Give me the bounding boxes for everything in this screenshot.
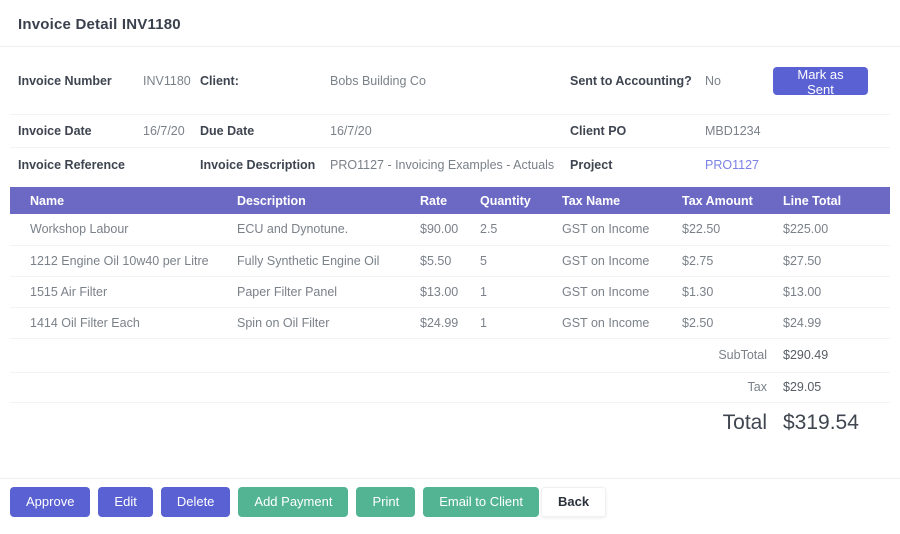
line-items-table: Name Description Rate Quantity Tax Name … — [10, 187, 890, 339]
total-row: Total $319.54 — [10, 403, 890, 443]
subtotal-label: SubTotal — [718, 348, 767, 362]
cell-description: Paper Filter Panel — [237, 284, 338, 299]
cell-name: 1212 Engine Oil 10w40 per Litre — [30, 253, 209, 268]
cell-rate: $5.50 — [420, 253, 452, 268]
project-label: Project — [570, 157, 613, 172]
due-date-label: Due Date — [200, 124, 255, 138]
cell-tax-amount: $2.50 — [682, 315, 714, 330]
total-value: $319.54 — [783, 410, 859, 434]
subtotal-value: $290.49 — [783, 348, 829, 362]
cell-description: Spin on Oil Filter — [237, 315, 330, 330]
mark-as-sent-button[interactable]: Mark as Sent — [773, 66, 868, 97]
cell-rate: $13.00 — [420, 284, 459, 299]
content: Invoice Number INV1180 Client: Bobs Buil… — [10, 47, 890, 443]
tax-row: Tax $29.05 — [10, 373, 890, 403]
footer-divider — [0, 477, 900, 479]
delete-button[interactable]: Delete — [160, 486, 231, 517]
table-header-row: Name Description Rate Quantity Tax Name … — [10, 187, 890, 214]
invoice-reference-label: Invoice Reference — [18, 157, 125, 172]
sent-to-accounting-value: No — [705, 73, 721, 88]
cell-quantity: 5 — [480, 253, 487, 268]
cell-tax-amount: $1.30 — [682, 284, 714, 299]
cell-description: Fully Synthetic Engine Oil — [237, 253, 380, 268]
client-po-label: Client PO — [570, 124, 627, 138]
cell-tax-amount: $22.50 — [682, 222, 721, 237]
info-row-3: Invoice Reference Invoice Description PR… — [10, 148, 890, 181]
table-row: 1212 Engine Oil 10w40 per Litre Fully Sy… — [10, 245, 890, 276]
total-label: Total — [722, 410, 767, 434]
client-po-value: MBD1234 — [705, 124, 761, 138]
cell-rate: $24.99 — [420, 315, 459, 330]
cell-name: 1515 Air Filter — [30, 284, 108, 299]
client-label: Client: — [200, 73, 239, 88]
cell-quantity: 1 — [480, 284, 487, 299]
invoice-number-value: INV1180 — [143, 73, 191, 88]
project-link[interactable]: PRO1127 — [705, 157, 759, 172]
column-header-line-total: Line Total — [783, 193, 842, 208]
due-date-value: 16/7/20 — [330, 124, 372, 138]
table-row: 1414 Oil Filter Each Spin on Oil Filter … — [10, 307, 890, 338]
cell-description: ECU and Dynotune. — [237, 222, 349, 237]
tax-value: $29.05 — [783, 380, 822, 394]
cell-rate: $90.00 — [420, 222, 459, 237]
add-payment-button[interactable]: Add Payment — [238, 486, 349, 517]
cell-tax-amount: $2.75 — [682, 253, 714, 268]
cell-line-total: $24.99 — [783, 315, 822, 330]
column-header-quantity: Quantity — [480, 193, 531, 208]
table-row: 1515 Air Filter Paper Filter Panel $13.0… — [10, 276, 890, 307]
cell-quantity: 1 — [480, 315, 487, 330]
cell-tax-name: GST on Income — [562, 253, 650, 268]
page-header: Invoice Detail INV1180 — [0, 0, 900, 47]
column-header-tax-name: Tax Name — [562, 193, 621, 208]
invoice-date-label: Invoice Date — [18, 124, 92, 138]
back-button[interactable]: Back — [541, 486, 607, 517]
cell-name: Workshop Labour — [30, 222, 129, 237]
invoice-description-value: PRO1127 - Invoicing Examples - Actuals — [330, 157, 555, 172]
client-value: Bobs Building Co — [330, 73, 426, 88]
info-row-2: Invoice Date 16/7/20 Due Date 16/7/20 Cl… — [10, 115, 890, 148]
cell-quantity: 2.5 — [480, 222, 498, 237]
cell-tax-name: GST on Income — [562, 222, 650, 237]
column-header-name: Name — [30, 193, 65, 208]
table-row: Workshop Labour ECU and Dynotune. $90.00… — [10, 214, 890, 245]
subtotal-row: SubTotal $290.49 — [10, 339, 890, 373]
invoice-date-value: 16/7/20 — [143, 124, 185, 138]
print-button[interactable]: Print — [356, 486, 416, 517]
invoice-number-label: Invoice Number — [18, 73, 112, 88]
cell-line-total: $27.50 — [783, 253, 822, 268]
sent-to-accounting-label: Sent to Accounting? — [570, 73, 692, 88]
column-header-rate: Rate — [420, 193, 448, 208]
cell-name: 1414 Oil Filter Each — [30, 315, 140, 330]
tax-label: Tax — [747, 380, 767, 394]
cell-line-total: $225.00 — [783, 222, 829, 237]
invoice-description-label: Invoice Description — [200, 157, 316, 172]
cell-tax-name: GST on Income — [562, 284, 650, 299]
action-bar: Approve Edit Delete Add Payment Print Em… — [0, 479, 900, 517]
info-row-1: Invoice Number INV1180 Client: Bobs Buil… — [10, 47, 890, 115]
cell-line-total: $13.00 — [783, 284, 822, 299]
column-header-description: Description — [237, 193, 306, 208]
email-to-client-button[interactable]: Email to Client — [423, 486, 539, 517]
edit-button[interactable]: Edit — [98, 486, 153, 517]
cell-tax-name: GST on Income — [562, 315, 650, 330]
approve-button[interactable]: Approve — [10, 486, 91, 517]
column-header-tax-amount: Tax Amount — [682, 193, 753, 208]
page-title: Invoice Detail INV1180 — [18, 16, 181, 33]
